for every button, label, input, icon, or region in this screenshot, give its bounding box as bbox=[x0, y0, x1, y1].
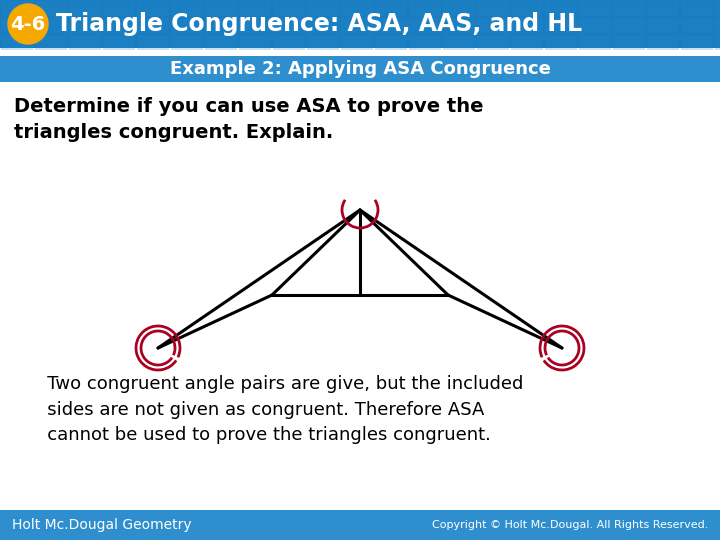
Bar bbox=[0, 510, 720, 540]
Text: Determine if you can use ASA to prove the
triangles congruent. Explain.: Determine if you can use ASA to prove th… bbox=[14, 97, 484, 141]
Bar bbox=[272, 1, 305, 16]
Bar bbox=[171, 35, 202, 50]
Bar bbox=[374, 35, 407, 50]
Bar bbox=[510, 1, 542, 16]
Bar bbox=[714, 35, 720, 50]
Bar bbox=[204, 17, 236, 32]
Bar bbox=[647, 17, 678, 32]
Bar bbox=[714, 1, 720, 16]
Bar bbox=[204, 1, 236, 16]
Bar bbox=[544, 1, 577, 16]
Bar bbox=[477, 17, 508, 32]
Bar bbox=[443, 17, 474, 32]
Bar bbox=[171, 17, 202, 32]
Bar bbox=[374, 1, 407, 16]
Bar bbox=[613, 35, 644, 50]
Circle shape bbox=[8, 4, 48, 44]
Bar bbox=[408, 35, 441, 50]
Bar bbox=[341, 17, 372, 32]
Bar bbox=[1, 17, 32, 32]
Text: 4-6: 4-6 bbox=[10, 15, 45, 33]
Bar bbox=[35, 17, 66, 32]
Bar bbox=[307, 35, 338, 50]
Bar bbox=[68, 1, 101, 16]
Bar bbox=[0, 0, 720, 48]
Bar bbox=[443, 1, 474, 16]
Bar bbox=[613, 1, 644, 16]
Bar bbox=[647, 35, 678, 50]
Text: Two congruent angle pairs are give, but the included
   sides are not given as c: Two congruent angle pairs are give, but … bbox=[30, 375, 523, 444]
Bar bbox=[680, 35, 713, 50]
Bar bbox=[102, 1, 135, 16]
Bar bbox=[477, 35, 508, 50]
Bar bbox=[0, 56, 720, 82]
Bar bbox=[68, 35, 101, 50]
Bar bbox=[510, 17, 542, 32]
Text: Copyright © Holt Mc.Dougal. All Rights Reserved.: Copyright © Holt Mc.Dougal. All Rights R… bbox=[431, 520, 708, 530]
Bar bbox=[35, 1, 66, 16]
Bar bbox=[647, 1, 678, 16]
Bar bbox=[272, 35, 305, 50]
Bar bbox=[544, 35, 577, 50]
Bar bbox=[341, 1, 372, 16]
Bar bbox=[307, 1, 338, 16]
Bar bbox=[1, 1, 32, 16]
Bar bbox=[102, 17, 135, 32]
Bar bbox=[238, 35, 271, 50]
Text: Example 2: Applying ASA Congruence: Example 2: Applying ASA Congruence bbox=[170, 60, 550, 78]
Bar bbox=[238, 17, 271, 32]
Bar bbox=[477, 1, 508, 16]
Bar bbox=[408, 17, 441, 32]
Bar bbox=[35, 35, 66, 50]
Bar bbox=[374, 17, 407, 32]
Text: Holt Mc.Dougal Geometry: Holt Mc.Dougal Geometry bbox=[12, 518, 192, 532]
Bar bbox=[341, 35, 372, 50]
Bar bbox=[578, 17, 611, 32]
Bar bbox=[238, 1, 271, 16]
Bar bbox=[578, 1, 611, 16]
Bar bbox=[204, 35, 236, 50]
Bar bbox=[443, 35, 474, 50]
Bar bbox=[68, 17, 101, 32]
Bar bbox=[102, 35, 135, 50]
Bar bbox=[544, 17, 577, 32]
Bar bbox=[408, 1, 441, 16]
Bar bbox=[680, 17, 713, 32]
Bar bbox=[714, 17, 720, 32]
Bar bbox=[137, 1, 168, 16]
Text: Triangle Congruence: ASA, AAS, and HL: Triangle Congruence: ASA, AAS, and HL bbox=[56, 12, 582, 36]
Bar bbox=[137, 35, 168, 50]
Bar bbox=[137, 17, 168, 32]
Bar bbox=[613, 17, 644, 32]
Bar bbox=[1, 35, 32, 50]
Bar bbox=[307, 17, 338, 32]
Bar bbox=[578, 35, 611, 50]
Bar bbox=[510, 35, 542, 50]
Bar bbox=[680, 1, 713, 16]
Bar bbox=[171, 1, 202, 16]
Bar bbox=[272, 17, 305, 32]
